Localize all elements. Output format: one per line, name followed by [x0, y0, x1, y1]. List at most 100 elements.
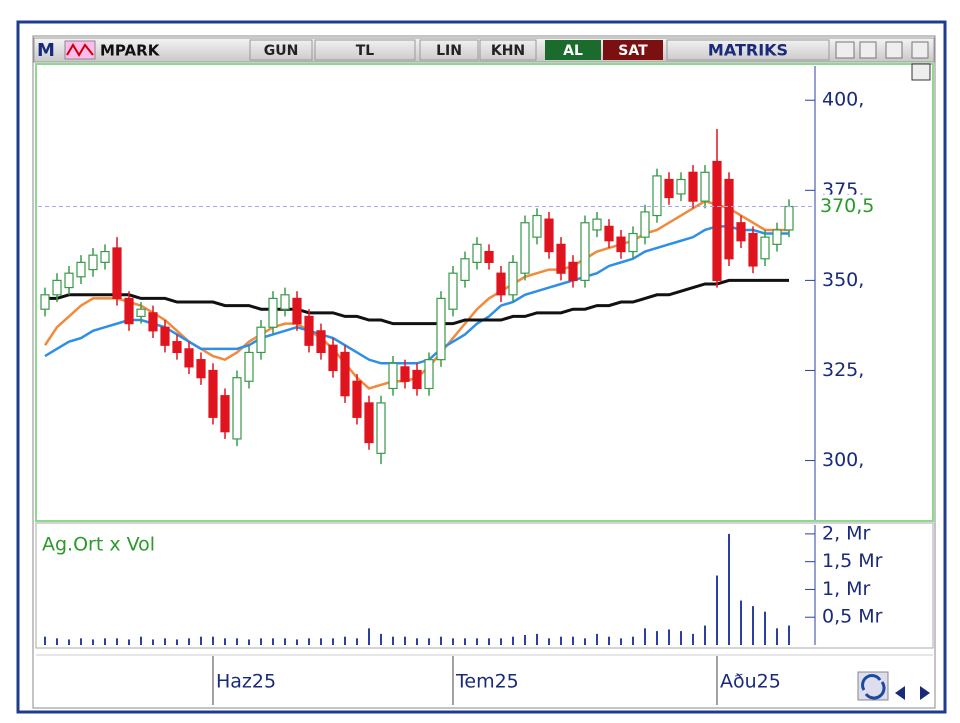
volume-bar — [632, 636, 634, 645]
candle-body — [40, 294, 50, 310]
volume-bar — [596, 633, 598, 645]
scale-button[interactable] — [419, 39, 479, 61]
volume-bar — [368, 628, 370, 645]
candle-body — [388, 362, 398, 390]
candle-body — [364, 402, 374, 444]
candle-body — [688, 171, 698, 202]
candle-body — [268, 297, 278, 328]
volume-bar — [608, 636, 610, 645]
candle-body — [256, 326, 266, 354]
buy[interactable]: AL — [563, 43, 583, 59]
refresh-icon — [861, 674, 886, 700]
volume-bar — [548, 638, 550, 645]
buy-button[interactable] — [545, 40, 601, 60]
candle-body — [724, 178, 734, 260]
candle-body — [772, 229, 782, 245]
y-tick-label: 400, — [822, 89, 864, 111]
volume-bar — [176, 639, 178, 645]
candle-body — [484, 250, 494, 263]
candle-body — [640, 211, 650, 238]
volume-bar — [212, 636, 214, 645]
volume-pane — [35, 522, 934, 649]
candle-body — [760, 236, 770, 260]
candle-body — [88, 254, 98, 271]
candle-body — [712, 160, 722, 281]
y-tick-label: 0,5 Mr — [822, 606, 883, 628]
x-tick-label: Tem25 — [455, 671, 519, 693]
sell-button[interactable] — [603, 40, 663, 60]
volume-bar — [464, 638, 466, 645]
candle-body — [412, 369, 422, 390]
candle-body — [112, 247, 122, 300]
volume-bar — [44, 636, 46, 645]
volume-bar — [164, 638, 166, 645]
scroll-arrows[interactable] — [895, 686, 930, 700]
mode[interactable]: KHN — [491, 43, 525, 59]
volume-bar — [524, 635, 526, 645]
volume-bar — [128, 639, 130, 645]
candle-body — [64, 272, 74, 289]
candle-body — [532, 214, 542, 238]
scale[interactable]: LIN — [436, 43, 462, 59]
volume-bar — [56, 638, 58, 645]
minimize-button[interactable] — [859, 41, 877, 59]
candle-body — [352, 380, 362, 418]
volume-bar — [284, 638, 286, 645]
candle-body — [472, 243, 482, 263]
volume-bar — [428, 638, 430, 645]
volume-bar — [776, 628, 778, 645]
period[interactable]: GUN — [264, 43, 299, 59]
candle-body — [52, 279, 62, 296]
y-tick-label: 2, Mr — [822, 522, 871, 544]
x-tick-label: Haz25 — [216, 671, 276, 693]
symbol[interactable]: MPARK — [100, 42, 161, 60]
candle-body — [328, 344, 338, 372]
volume-bar — [248, 639, 250, 645]
candle-body — [700, 171, 710, 202]
candle-body — [148, 312, 158, 332]
maximize-button[interactable] — [885, 41, 903, 59]
candle-body — [304, 315, 314, 346]
candle-body — [628, 232, 638, 253]
volume-bar — [356, 638, 358, 645]
candle-body — [124, 297, 134, 325]
volume-bar — [68, 639, 70, 645]
candle-body — [376, 402, 386, 454]
currency[interactable]: TL — [356, 43, 375, 59]
volume-bar — [344, 636, 346, 645]
volume-bar — [656, 631, 658, 645]
volume-bar — [152, 639, 154, 645]
volume-bar — [620, 638, 622, 645]
candle-body — [784, 205, 794, 231]
period-button[interactable] — [249, 39, 313, 61]
candle-body — [100, 250, 110, 263]
candle-body — [652, 175, 662, 217]
pane-title: Ag.Ort x Vol — [42, 534, 155, 556]
volume-bar — [80, 638, 82, 645]
candle-body — [436, 297, 446, 361]
y-tick-label: 1, Mr — [822, 578, 871, 600]
volume-bar — [452, 638, 454, 645]
candle-body — [520, 222, 530, 274]
volume-bar — [188, 638, 190, 645]
candle-body — [604, 225, 614, 242]
close-button[interactable] — [911, 41, 929, 59]
candle-body — [172, 341, 182, 354]
volume-bar — [92, 639, 94, 645]
y-tick-label: 325, — [822, 359, 864, 381]
volume-bar — [440, 636, 442, 645]
pane-button[interactable] — [911, 63, 931, 81]
brand-box — [666, 39, 830, 61]
menu-button[interactable] — [835, 41, 855, 59]
candle-body — [664, 178, 674, 199]
volume-bar — [500, 638, 502, 645]
sell[interactable]: SAT — [618, 43, 648, 59]
currency-button[interactable] — [314, 39, 416, 61]
candle-body — [136, 308, 146, 318]
volume-bar — [728, 533, 730, 645]
volume-bar — [692, 633, 694, 645]
candle-body — [316, 330, 326, 354]
candle-body — [76, 261, 86, 278]
mode-button[interactable] — [479, 39, 537, 61]
